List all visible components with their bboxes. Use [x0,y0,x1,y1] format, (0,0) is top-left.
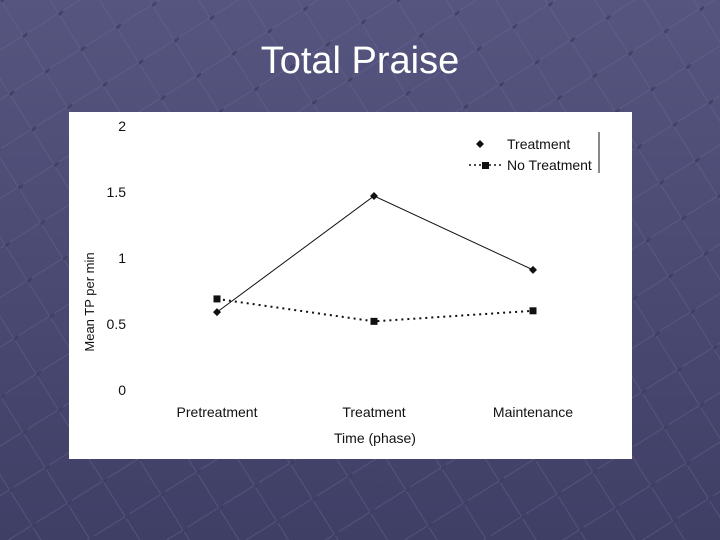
x-tick-label: Maintenance [493,404,573,420]
legend-label-treatment: Treatment [507,136,570,152]
y-tick-label: 0 [118,382,126,398]
data-point-no-treatment [213,295,221,303]
legend-marker-treatment [476,140,484,148]
data-point-treatment [370,191,378,200]
data-point-treatment [529,265,537,274]
y-axis-label: Mean TP per min [82,252,97,351]
x-tick-label: Treatment [342,404,405,420]
series-line-no-treatment [216,297,534,323]
chart-panel: 0 0.5 1 1.5 2 Mean TP per min Pretreatment Tr… [69,112,632,459]
legend: Treatment No Treatment [469,132,600,173]
y-tick-label: 2 [118,118,126,134]
y-tick-label: 0.5 [107,316,127,332]
y-tick-label: 1.5 [107,184,127,200]
line-chart: 0 0.5 1 1.5 2 Mean TP per min Pretreatment Tr… [82,118,600,446]
data-point-treatment [213,308,221,317]
legend-marker-no-treatment [482,162,489,169]
x-tick-label: Pretreatment [177,404,258,420]
data-point-no-treatment [529,307,537,315]
data-point-no-treatment [370,317,378,325]
slide-title: Total Praise [260,40,460,82]
legend-label-no-treatment: No Treatment [507,157,592,173]
y-tick-label: 1 [118,250,126,266]
x-axis-label: Time (phase) [334,430,416,446]
series-line-treatment [216,195,534,313]
